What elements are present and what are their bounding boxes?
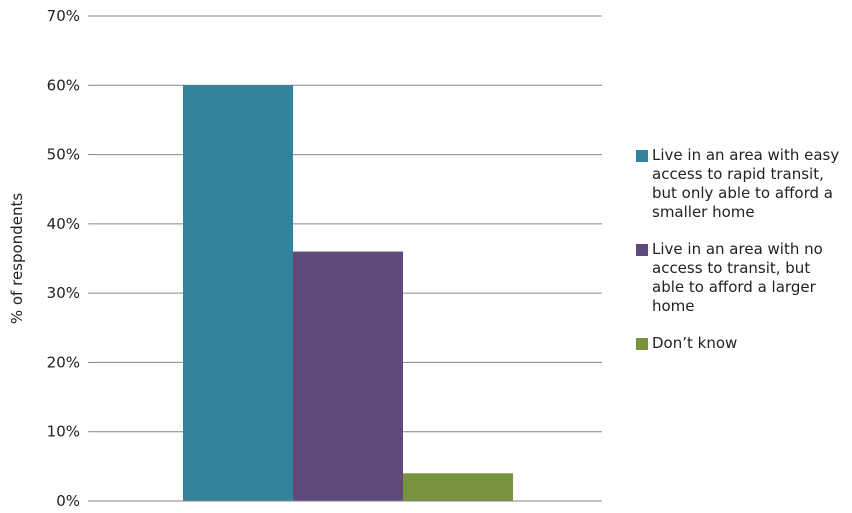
legend-label: Don’t know [652,334,738,352]
y-tick-label: 10% [47,423,80,441]
y-tick-label: 40% [47,215,80,233]
legend-swatch [636,338,648,350]
y-tick-label: 30% [47,284,80,302]
y-axis-tick-labels: 0% 10% 20% 30% 40% 50% 60% 70% [47,7,80,510]
bars [183,85,513,502]
legend-label: Live in an area with easy access to rapi… [652,146,840,221]
bar-series-2 [293,251,403,501]
legend-item: Don’t know [636,334,846,353]
y-tick-label: 0% [56,492,80,510]
legend: Live in an area with easy access to rapi… [636,146,846,371]
bar-series-1 [183,85,293,502]
legend-label: Live in an area with no access to transi… [652,240,823,315]
y-tick-label: 60% [47,76,80,94]
y-tick-label: 20% [47,353,80,371]
legend-item: Live in an area with no access to transi… [636,240,846,316]
legend-item: Live in an area with easy access to rapi… [636,146,846,222]
y-tick-label: 70% [47,7,80,25]
legend-swatch [636,150,648,162]
y-tick-label: 50% [47,146,80,164]
y-axis-label: % of respondents [8,193,26,324]
bar-series-3 [403,473,513,501]
legend-swatch [636,244,648,256]
